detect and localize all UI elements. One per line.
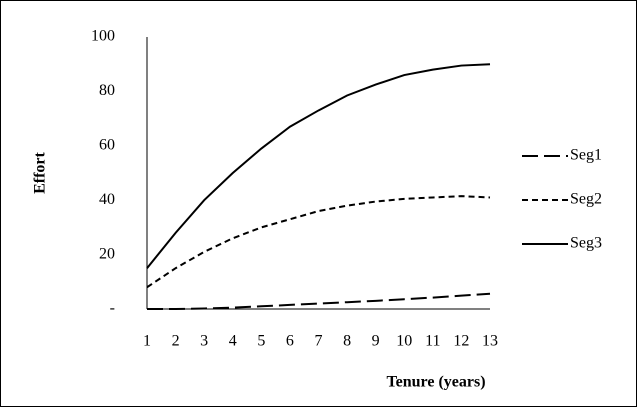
x-tick-label: 12 [453,333,469,350]
legend-label: Seg1 [570,147,602,164]
y-tick-label: - [110,300,115,317]
x-tick-label: 11 [425,333,440,350]
y-tick-label: 80 [99,82,115,99]
legend-label: Seg3 [570,235,602,252]
series-line [146,63,491,269]
x-tick-label: 9 [372,333,380,350]
x-tick-label: 10 [396,333,412,350]
x-tick-label: 5 [257,333,265,350]
x-axis-title: Tenure (years) [386,374,485,391]
x-tick-label: 1 [143,333,151,350]
x-tick-label: 7 [315,333,323,350]
series-line [146,195,491,289]
x-tick-label: 2 [172,333,180,350]
y-tick-label: 20 [99,245,115,262]
x-tick-label: 3 [200,333,208,350]
x-tick-label: 13 [482,333,498,350]
y-tick-label: 40 [99,191,115,208]
y-tick-label: 100 [91,28,115,45]
legend-label: Seg2 [570,191,602,208]
series-line [147,292,491,310]
x-tick-label: 4 [229,333,237,350]
y-tick-label: 60 [99,136,115,153]
y-axis-title: Effort [32,151,49,193]
x-tick-label: 6 [286,333,294,350]
x-tick-label: 8 [343,333,351,350]
